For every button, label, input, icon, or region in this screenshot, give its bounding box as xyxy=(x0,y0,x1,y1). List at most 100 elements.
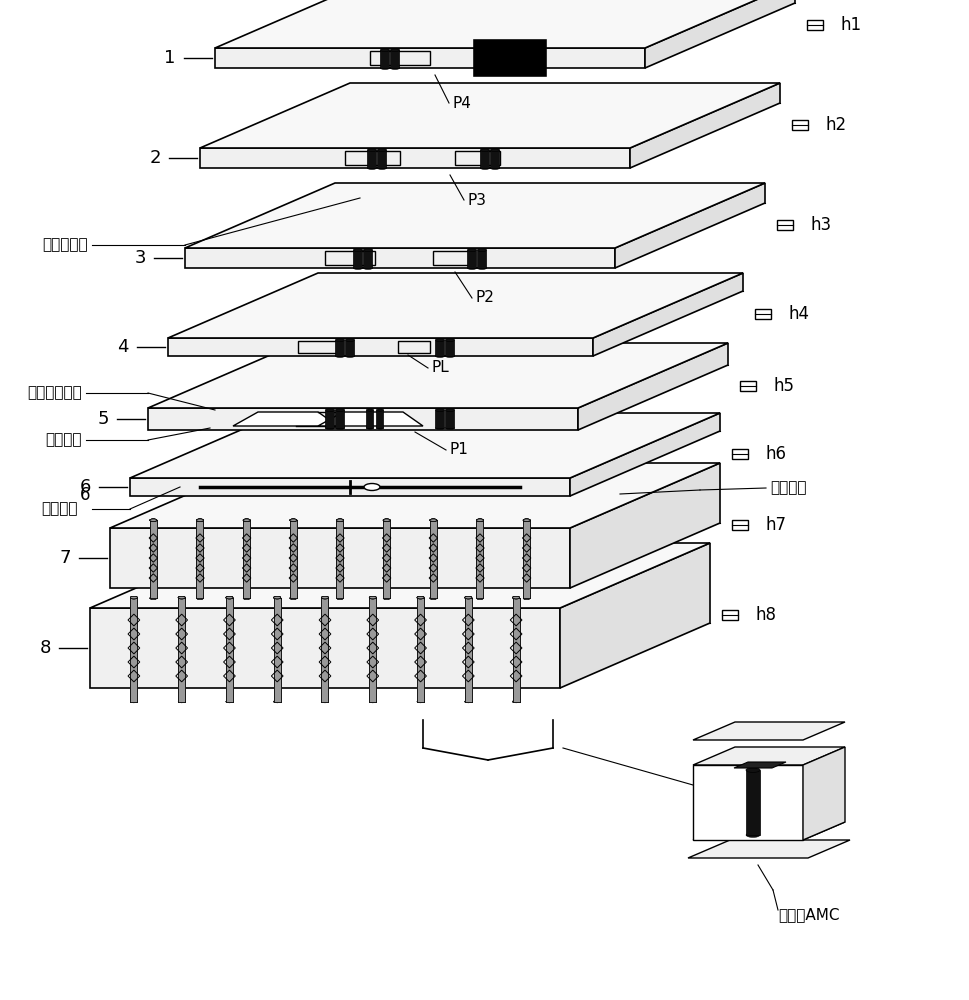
Polygon shape xyxy=(130,478,570,496)
Ellipse shape xyxy=(149,519,157,521)
Ellipse shape xyxy=(369,596,376,599)
Ellipse shape xyxy=(383,519,390,521)
Polygon shape xyxy=(429,520,436,598)
Polygon shape xyxy=(464,598,471,702)
Ellipse shape xyxy=(369,596,376,599)
Polygon shape xyxy=(687,840,849,858)
Text: 4: 4 xyxy=(117,338,129,356)
Polygon shape xyxy=(445,340,454,356)
Ellipse shape xyxy=(336,519,343,521)
Ellipse shape xyxy=(512,596,519,599)
Ellipse shape xyxy=(130,700,138,703)
Ellipse shape xyxy=(226,596,233,599)
Polygon shape xyxy=(149,520,157,598)
Ellipse shape xyxy=(197,519,203,521)
Polygon shape xyxy=(148,408,578,430)
Ellipse shape xyxy=(512,596,519,599)
Polygon shape xyxy=(149,520,157,598)
Ellipse shape xyxy=(149,519,157,521)
Ellipse shape xyxy=(369,596,376,599)
Polygon shape xyxy=(522,520,530,598)
Polygon shape xyxy=(476,520,483,598)
Ellipse shape xyxy=(383,519,390,521)
Ellipse shape xyxy=(273,596,280,599)
Ellipse shape xyxy=(290,519,297,521)
Ellipse shape xyxy=(353,248,362,252)
Ellipse shape xyxy=(391,48,399,52)
Polygon shape xyxy=(754,309,770,319)
Polygon shape xyxy=(130,598,138,702)
Ellipse shape xyxy=(383,597,390,599)
Ellipse shape xyxy=(178,700,185,703)
Ellipse shape xyxy=(178,596,185,599)
Text: h7: h7 xyxy=(766,516,786,534)
Polygon shape xyxy=(345,340,354,356)
Ellipse shape xyxy=(273,596,280,599)
Ellipse shape xyxy=(149,519,157,521)
Ellipse shape xyxy=(429,519,436,521)
Polygon shape xyxy=(739,381,755,391)
Ellipse shape xyxy=(273,700,280,703)
Ellipse shape xyxy=(476,519,483,521)
Ellipse shape xyxy=(226,700,233,703)
Text: 金属地板: 金属地板 xyxy=(46,432,82,448)
Ellipse shape xyxy=(476,519,483,521)
Polygon shape xyxy=(369,598,376,702)
Polygon shape xyxy=(383,520,390,598)
Polygon shape xyxy=(367,150,376,168)
Ellipse shape xyxy=(243,597,250,599)
Polygon shape xyxy=(273,598,280,702)
Ellipse shape xyxy=(429,597,436,599)
Polygon shape xyxy=(417,598,423,702)
Ellipse shape xyxy=(243,519,250,521)
Ellipse shape xyxy=(243,597,250,599)
Ellipse shape xyxy=(490,148,499,152)
Ellipse shape xyxy=(336,597,343,599)
Ellipse shape xyxy=(417,700,423,703)
Ellipse shape xyxy=(290,597,297,599)
Ellipse shape xyxy=(130,596,138,599)
Text: h6: h6 xyxy=(766,445,786,463)
Ellipse shape xyxy=(197,597,203,599)
Text: 5: 5 xyxy=(97,410,109,428)
Polygon shape xyxy=(178,598,185,702)
Polygon shape xyxy=(522,520,530,598)
Ellipse shape xyxy=(197,519,203,521)
Ellipse shape xyxy=(435,426,444,430)
Polygon shape xyxy=(130,598,138,702)
Ellipse shape xyxy=(335,338,344,342)
Polygon shape xyxy=(429,520,436,598)
Ellipse shape xyxy=(273,700,280,703)
Ellipse shape xyxy=(522,597,530,599)
Text: 1: 1 xyxy=(164,49,175,67)
Ellipse shape xyxy=(490,48,499,52)
Polygon shape xyxy=(149,520,157,598)
Ellipse shape xyxy=(464,700,471,703)
Ellipse shape xyxy=(445,338,454,342)
Polygon shape xyxy=(791,120,807,130)
Ellipse shape xyxy=(226,700,233,703)
Ellipse shape xyxy=(500,66,509,70)
Ellipse shape xyxy=(273,700,280,703)
Ellipse shape xyxy=(290,597,297,599)
Ellipse shape xyxy=(290,597,297,599)
Text: P3: P3 xyxy=(467,193,486,208)
Ellipse shape xyxy=(383,597,390,599)
Polygon shape xyxy=(464,598,471,702)
Ellipse shape xyxy=(290,519,297,521)
Ellipse shape xyxy=(383,597,390,599)
Ellipse shape xyxy=(197,597,203,599)
Ellipse shape xyxy=(522,597,530,599)
Polygon shape xyxy=(429,520,436,598)
Ellipse shape xyxy=(290,597,297,599)
Polygon shape xyxy=(435,410,444,428)
Polygon shape xyxy=(336,520,343,598)
Polygon shape xyxy=(383,520,390,598)
Text: 8: 8 xyxy=(40,639,50,657)
Polygon shape xyxy=(512,598,519,702)
Polygon shape xyxy=(326,410,334,428)
Ellipse shape xyxy=(522,597,530,599)
Ellipse shape xyxy=(476,597,483,599)
Polygon shape xyxy=(477,250,486,268)
Ellipse shape xyxy=(326,408,334,412)
